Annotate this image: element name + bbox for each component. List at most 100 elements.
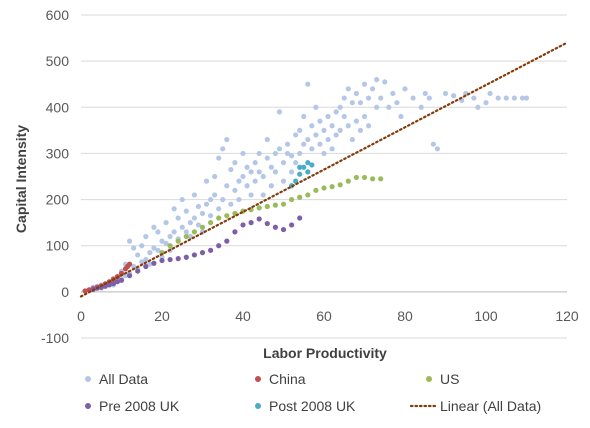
data-point [208,220,214,226]
data-point [236,178,242,184]
data-point [370,86,376,92]
data-point [280,201,287,207]
legend-marker [85,403,91,409]
data-point [289,169,295,175]
data-point [357,127,364,133]
data-point [293,178,299,184]
data-point [199,210,206,217]
data-point [378,176,384,182]
data-point [305,169,311,175]
data-point [232,229,238,235]
data-point [163,240,169,247]
data-point [143,263,149,270]
data-point [248,169,254,175]
data-point [297,150,303,157]
y-tick-label: 600 [46,7,70,23]
data-point [284,150,291,157]
data-point [216,243,222,249]
data-point [321,127,327,133]
legend-label: US [440,371,459,387]
data-point [272,224,278,230]
data-point [280,226,287,233]
data-point [305,192,311,198]
data-point [256,216,262,222]
data-point [317,118,323,124]
data-point [147,261,153,267]
data-point [341,113,347,120]
y-tick-label: -100 [41,330,69,346]
data-point [402,86,408,92]
x-tick-label: 100 [474,308,498,324]
data-point [280,178,287,184]
data-point [240,222,246,228]
data-point [175,238,181,244]
data-point [284,141,291,147]
data-point [131,263,137,270]
x-tick-label: 40 [235,308,251,324]
y-axis-title: Capital Intensity [13,125,29,233]
data-point [297,171,303,177]
data-point [220,146,226,152]
data-point [353,118,359,124]
data-point [483,100,489,106]
data-point [256,169,262,175]
data-point [118,277,125,283]
data-point [256,205,262,211]
legend-marker [85,376,91,382]
y-tick-label: 0 [61,284,69,300]
data-point [337,104,343,110]
y-tick-label: 400 [46,99,70,115]
data-point [135,252,141,258]
y-tick-label: 100 [46,238,70,254]
data-point [305,136,311,143]
data-point [264,155,270,161]
legend: All Data China US Pre 2008 UK Post 2008 UK Li… [85,371,541,414]
data-point [398,113,404,120]
data-point [102,283,108,289]
data-point [268,183,274,189]
data-point [252,178,258,184]
data-point [228,166,234,173]
data-point [248,192,254,198]
data-point [305,81,311,87]
data-point [325,113,331,120]
legend-label: China [269,371,306,387]
data-point [114,279,121,285]
data-point [471,95,477,101]
data-point [183,208,189,214]
data-point [523,95,530,101]
data-point [333,132,339,138]
data-point [191,192,197,198]
data-point [353,174,359,181]
legend-marker [255,376,261,382]
data-point [361,81,368,87]
data-point [179,224,185,230]
data-point [260,192,266,198]
data-point [289,153,295,159]
data-point [139,259,145,265]
data-point [309,123,315,129]
data-point [422,90,428,97]
data-point [297,164,303,170]
data-point [208,247,214,253]
data-point [276,109,283,115]
data-point [361,174,368,181]
data-point [240,150,246,157]
data-point [321,185,327,191]
x-tick-label: 60 [316,308,332,324]
series-pre-2008-uk [90,215,303,293]
series-us [159,174,384,256]
data-point [313,187,319,193]
data-point [143,233,149,240]
legend-marker [426,376,432,382]
data-point [349,136,355,143]
y-tick-label: 300 [46,145,70,161]
data-point [272,202,278,208]
data-point [171,229,177,235]
data-point [167,233,173,240]
data-point [82,288,88,294]
data-point [155,229,161,235]
data-point [382,79,388,85]
data-point [293,132,299,138]
data-point [272,150,278,157]
